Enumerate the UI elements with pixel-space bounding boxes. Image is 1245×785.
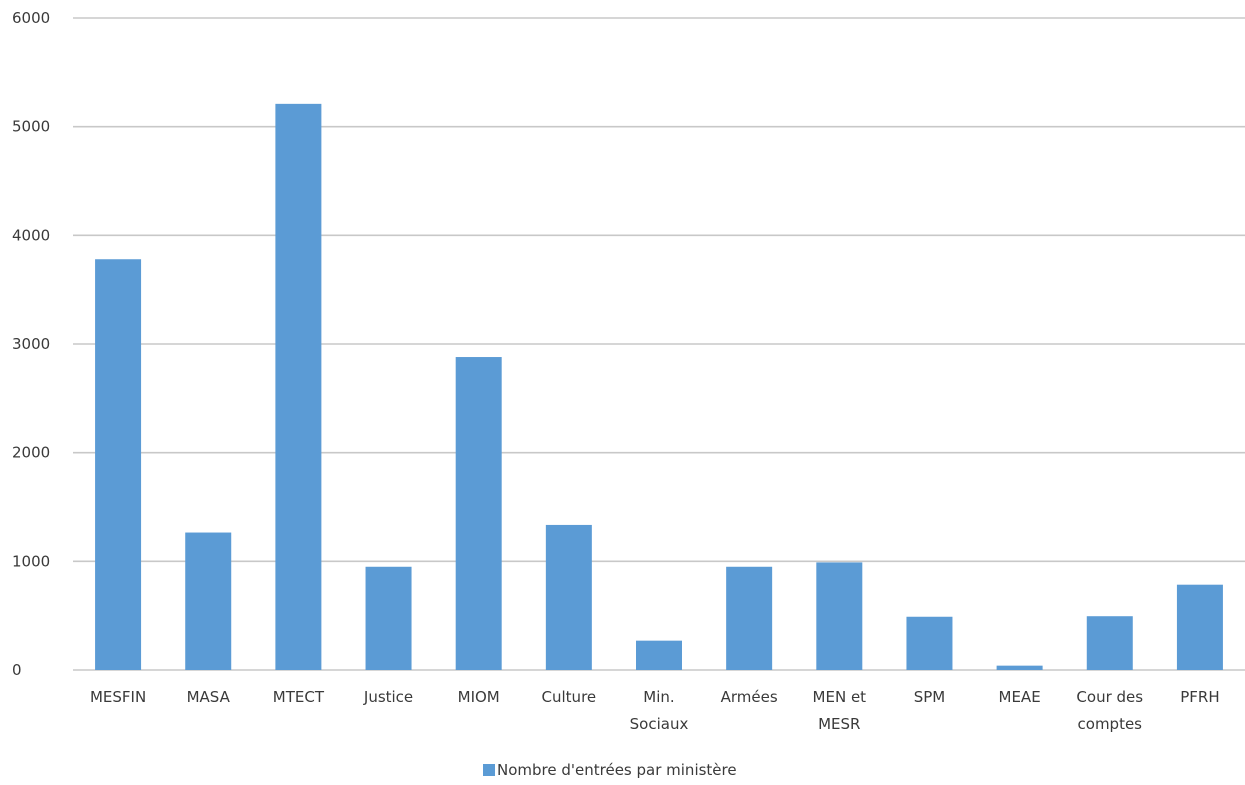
bars	[95, 103, 1223, 670]
bar	[455, 357, 502, 670]
y-tick-label: 3000	[12, 335, 50, 353]
x-tick-label: SPM	[914, 688, 946, 706]
x-tick-label: MEAE	[999, 688, 1041, 706]
bar	[275, 103, 322, 670]
y-axis-tick-labels: 0 1000 2000 3000 4000 5000 6000	[12, 9, 50, 679]
x-tick-label: Min. Sociaux	[630, 688, 689, 733]
bar	[1176, 584, 1223, 670]
bar	[906, 616, 953, 670]
x-tick-label: Culture	[542, 688, 597, 706]
x-tick-label: PFRH	[1180, 688, 1219, 706]
x-tick-label: MEN et MESR	[813, 688, 867, 733]
gridlines	[73, 17, 1245, 671]
y-tick-label: 5000	[12, 118, 50, 136]
y-tick-label: 6000	[12, 9, 50, 27]
legend-swatch	[483, 764, 495, 776]
y-tick-label: 1000	[12, 552, 50, 570]
x-tick-label: Armées	[721, 688, 778, 706]
legend: Nombre d'entrées par ministère	[483, 761, 737, 779]
bar	[996, 665, 1043, 670]
bar	[95, 259, 142, 670]
bar	[185, 532, 232, 670]
bar	[545, 524, 592, 670]
x-tick-label: MESFIN	[90, 688, 146, 706]
bar	[636, 640, 682, 670]
bar	[726, 566, 773, 670]
bar	[365, 566, 412, 670]
legend-label: Nombre d'entrées par ministère	[497, 761, 737, 779]
y-tick-label: 0	[12, 661, 22, 679]
x-tick-label: MASA	[187, 688, 231, 706]
x-tick-label: Justice	[363, 688, 413, 706]
x-tick-label: Cour des comptes	[1076, 688, 1143, 733]
bar	[1086, 616, 1133, 670]
bar	[816, 562, 863, 670]
y-tick-label: 2000	[12, 444, 50, 462]
y-tick-label: 4000	[12, 226, 50, 244]
x-tick-label: MIOM	[458, 688, 500, 706]
x-tick-label: MTECT	[273, 688, 325, 706]
x-axis-category-labels: MESFIN MASA MTECT Justice MIOM Culture Min. Soc…	[90, 688, 1220, 733]
